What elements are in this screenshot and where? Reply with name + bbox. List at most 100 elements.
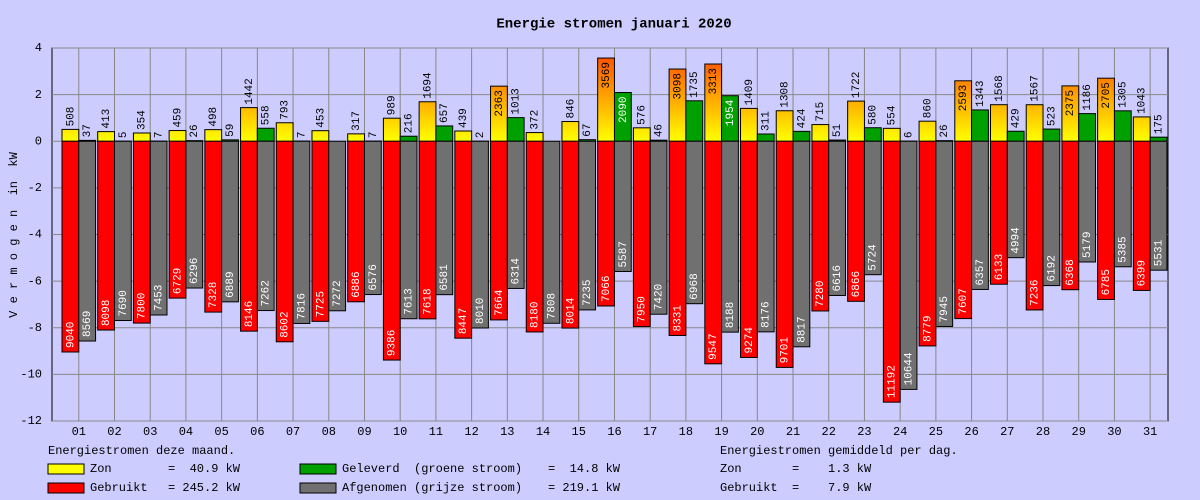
x-tick-label: 03 <box>143 425 157 439</box>
y-tick-label: 0 <box>35 134 42 148</box>
bar <box>525 132 544 142</box>
x-tick-label: 07 <box>286 425 300 439</box>
value-label: 715 <box>815 102 827 122</box>
value-label: 7235 <box>582 280 594 306</box>
value-label: 7607 <box>958 288 970 314</box>
chart-title: Energie stromen januari 2020 <box>496 17 731 33</box>
bar <box>756 140 775 333</box>
bar <box>168 130 187 142</box>
value-label: 7800 <box>137 293 149 319</box>
bar <box>828 140 847 296</box>
legend-label: Geleverd (groene stroom) <box>342 462 522 476</box>
value-label: 439 <box>458 108 470 128</box>
x-tick-label: 14 <box>536 425 550 439</box>
bar <box>221 140 239 303</box>
x-tick-label: 09 <box>357 425 371 439</box>
value-label: 9040 <box>65 322 77 348</box>
value-label: 1735 <box>689 71 701 97</box>
x-tick-label: 28 <box>1036 425 1050 439</box>
bar <box>918 120 937 142</box>
x-tick-label: 27 <box>1000 425 1014 439</box>
y-axis-label: V e r m o g e n in kW <box>7 151 21 317</box>
bar <box>542 140 561 324</box>
bar <box>1006 140 1025 259</box>
value-label: 9547 <box>708 333 720 359</box>
bar <box>935 140 954 327</box>
bar <box>113 140 132 322</box>
value-label: 6581 <box>439 264 451 291</box>
x-tick-label: 05 <box>214 425 228 439</box>
value-label: 3569 <box>601 62 613 88</box>
value-label: 6616 <box>832 265 844 291</box>
x-tick-label: 06 <box>250 425 264 439</box>
bar <box>275 122 294 142</box>
bar <box>506 140 525 289</box>
value-label: 8146 <box>244 301 256 327</box>
legend-total: = 14.8 kW <box>548 462 621 476</box>
value-label: 6357 <box>975 259 987 285</box>
value-label: 6785 <box>1101 269 1113 295</box>
bar <box>418 101 437 142</box>
x-tick-label: 20 <box>750 425 764 439</box>
value-label: 1442 <box>244 78 256 104</box>
bar <box>1149 140 1168 271</box>
bar <box>363 140 382 296</box>
value-label: 8010 <box>475 298 487 324</box>
value-label: 7328 <box>208 282 220 308</box>
value-label: 5724 <box>868 244 880 271</box>
value-label: 2090 <box>618 97 630 123</box>
value-label: 1013 <box>511 88 523 114</box>
value-label: 558 <box>261 105 273 125</box>
value-label: 7262 <box>261 280 273 306</box>
value-label: 5531 <box>1153 239 1165 266</box>
legend-label: Afgenomen (grijze stroom) <box>342 481 522 495</box>
x-tick-label: 29 <box>1072 425 1086 439</box>
bar <box>61 128 80 142</box>
bar <box>685 140 704 305</box>
value-label: 580 <box>868 105 880 125</box>
value-label: 8569 <box>82 311 94 337</box>
bar <box>811 124 830 142</box>
value-label: 51 <box>832 123 844 137</box>
value-label: 6886 <box>351 271 363 297</box>
bar <box>506 117 525 142</box>
value-label: 7066 <box>601 276 613 302</box>
value-label: 2 <box>475 132 487 139</box>
value-label: 7280 <box>815 281 827 307</box>
value-label: 1722 <box>851 72 863 98</box>
value-label: 6133 <box>994 254 1006 280</box>
x-tick-label: 18 <box>679 425 693 439</box>
value-label: 5 <box>118 132 130 139</box>
value-label: 498 <box>208 107 220 127</box>
legend-swatch <box>47 463 85 475</box>
value-label: 7 <box>154 131 166 138</box>
daily-label: Gebruikt <box>720 481 778 495</box>
y-tick-label: -2 <box>28 181 42 195</box>
bar <box>632 127 651 142</box>
value-label: 1308 <box>780 81 792 107</box>
daily-label: Zon <box>720 462 742 476</box>
bar <box>382 140 401 361</box>
bar <box>1078 140 1097 263</box>
value-label: 46 <box>653 124 665 137</box>
value-label: 413 <box>101 109 113 129</box>
x-tick-label: 21 <box>786 425 800 439</box>
bar <box>1025 104 1044 142</box>
value-label: 8331 <box>672 305 684 332</box>
value-label: 7618 <box>422 288 434 314</box>
value-label: 5385 <box>1118 236 1130 262</box>
x-tick-label: 26 <box>964 425 978 439</box>
value-label: 7945 <box>939 296 951 322</box>
y-tick-label: -10 <box>20 368 42 382</box>
value-label: 459 <box>172 108 184 128</box>
value-label: 1568 <box>994 75 1006 101</box>
x-tick-label: 17 <box>643 425 657 439</box>
value-label: 2375 <box>1065 90 1077 116</box>
legend-swatch <box>47 482 85 494</box>
value-label: 7808 <box>546 293 558 319</box>
x-tick-label: 08 <box>322 425 336 439</box>
value-label: 453 <box>315 108 327 128</box>
value-label: 7950 <box>637 296 649 322</box>
value-label: 6968 <box>689 273 701 299</box>
